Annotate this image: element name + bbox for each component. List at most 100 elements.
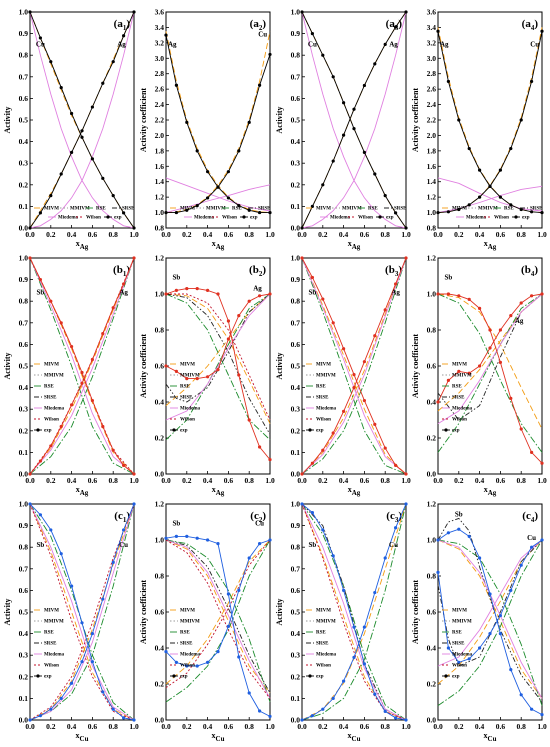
x-axis-label-main: x bbox=[212, 485, 216, 494]
data-point-exp bbox=[101, 332, 105, 336]
data-point-exp bbox=[436, 292, 440, 296]
y-tick-label: 1.2 bbox=[155, 254, 165, 263]
data-point-exp bbox=[80, 621, 84, 625]
panel-frame bbox=[165, 503, 271, 721]
x-axis-label-subscript: Ag bbox=[488, 489, 497, 497]
legend-label-miedema: Miedema bbox=[316, 407, 336, 412]
data-point-exp bbox=[237, 204, 241, 208]
x-axis-label-subscript: Ag bbox=[80, 243, 89, 251]
panel-a1: 0.0 0.1 0.2 0.3 0.4 0.5 0.6 0.7 0.8 0.9 1.0 0.0 0.2 0… bbox=[3, 8, 139, 252]
data-point-exp bbox=[540, 713, 544, 717]
data-point-exp bbox=[185, 120, 189, 124]
y-tick-label: 0.0 bbox=[19, 470, 29, 479]
data-point-exp bbox=[478, 364, 482, 368]
data-point-exp bbox=[28, 502, 32, 506]
data-point-exp bbox=[488, 592, 492, 596]
panel-label-main: (c bbox=[114, 510, 123, 522]
x-axis-label: xCu bbox=[212, 731, 225, 743]
element-annotation: Cu bbox=[119, 541, 128, 549]
panel-label-close: ) bbox=[126, 510, 130, 522]
y-tick-label: 0.4 bbox=[155, 644, 165, 653]
data-point-exp bbox=[59, 86, 63, 90]
data-point-exp bbox=[488, 632, 492, 636]
x-tick-label: 1.0 bbox=[265, 476, 275, 485]
data-point-exp bbox=[331, 554, 335, 558]
data-point-exp bbox=[457, 527, 461, 531]
data-point-exp bbox=[478, 556, 482, 560]
x-tick-label: 0.6 bbox=[224, 230, 234, 239]
panel-b3: 0.0 0.1 0.2 0.3 0.4 0.5 0.6 0.7 0.8 0.9 1.0 0.0 0.2 0… bbox=[275, 254, 411, 498]
y-tick-label: 0.5 bbox=[19, 362, 29, 371]
legend-label-miedema: Miedema bbox=[330, 216, 350, 221]
data-point-exp bbox=[467, 371, 471, 375]
data-point-exp bbox=[216, 368, 220, 372]
data-point-exp bbox=[540, 29, 544, 33]
data-point-exp bbox=[352, 625, 356, 629]
data-point-exp bbox=[457, 660, 461, 665]
y-tick-label: 2.2 bbox=[427, 116, 437, 125]
y-tick-label: 0.1 bbox=[19, 202, 29, 211]
x-tick-label: 0.4 bbox=[203, 230, 213, 239]
y-tick-label: 1.8 bbox=[427, 146, 437, 155]
data-point-exp bbox=[467, 534, 471, 539]
series-line-miedema bbox=[301, 257, 407, 475]
y-axis-label: Activity coefficient bbox=[411, 580, 420, 645]
legend-marker-exp bbox=[36, 428, 40, 432]
data-point-exp bbox=[478, 306, 482, 310]
legend-label-mivm: MIVM bbox=[316, 609, 331, 614]
y-tick-label: 0.6 bbox=[427, 362, 437, 371]
x-axis-label-main: x bbox=[212, 239, 216, 248]
data-point-exp bbox=[488, 346, 492, 350]
legend-label-mivm: MIVM bbox=[452, 363, 467, 368]
legend-label-mivm: MIVM bbox=[44, 363, 59, 368]
data-point-exp bbox=[310, 204, 314, 208]
x-tick-label: 0.2 bbox=[318, 722, 328, 731]
legend-marker-exp bbox=[106, 215, 110, 219]
x-axis-label-main: x bbox=[484, 485, 488, 494]
series-line-mivm bbox=[437, 539, 543, 685]
data-point-exp bbox=[394, 282, 398, 286]
data-point-exp bbox=[49, 60, 53, 64]
legend-label-miedema: Miedema bbox=[316, 653, 336, 658]
legend-label-miedema: Miedema bbox=[44, 407, 64, 412]
data-point-exp bbox=[90, 357, 94, 362]
panel-label-subscript: 4 bbox=[531, 516, 535, 524]
data-point-exp bbox=[446, 292, 450, 296]
panel-label: (c1) bbox=[114, 510, 130, 524]
data-point-exp bbox=[457, 294, 461, 298]
data-point-exp bbox=[310, 275, 314, 280]
y-tick-label: 3.6 bbox=[155, 8, 165, 17]
legend-label-mivm: MIVM bbox=[316, 207, 331, 212]
panel-label-main: (a bbox=[386, 18, 396, 30]
x-tick-label: 0.6 bbox=[360, 722, 370, 731]
y-tick-label: 2.6 bbox=[155, 85, 165, 94]
data-point-exp bbox=[174, 288, 178, 292]
data-point-exp bbox=[321, 528, 325, 532]
data-point-exp bbox=[90, 157, 94, 161]
series-line-rse bbox=[165, 293, 271, 441]
data-point-exp bbox=[310, 31, 314, 36]
data-point-exp bbox=[185, 664, 189, 668]
data-point-exp bbox=[122, 716, 126, 720]
legend-label-mmivm: MMIVM bbox=[452, 374, 472, 379]
data-point-exp bbox=[226, 624, 230, 629]
y-tick-label: 0.7 bbox=[291, 72, 301, 81]
data-point-exp bbox=[404, 472, 408, 476]
y-tick-label: 0.2 bbox=[155, 434, 165, 443]
data-point-exp bbox=[509, 588, 513, 593]
data-point-exp bbox=[59, 424, 63, 429]
data-point-exp bbox=[132, 226, 136, 230]
y-tick-label: 0.9 bbox=[19, 521, 29, 530]
data-point-exp bbox=[111, 707, 115, 711]
data-point-exp bbox=[352, 655, 356, 659]
x-axis-label-main: x bbox=[484, 731, 488, 740]
legend-marker-exp bbox=[444, 428, 448, 432]
x-tick-label: 0.4 bbox=[67, 722, 77, 731]
y-tick-label: 0.6 bbox=[427, 608, 437, 617]
y-tick-label: 0.0 bbox=[291, 716, 301, 725]
legend-label-wilson: Wilson bbox=[180, 664, 195, 669]
x-tick-label: 0.0 bbox=[25, 230, 35, 239]
y-axis-label: Activity bbox=[275, 352, 284, 379]
panel-label-close: ) bbox=[262, 264, 266, 276]
x-tick-label: 1.0 bbox=[265, 230, 275, 239]
